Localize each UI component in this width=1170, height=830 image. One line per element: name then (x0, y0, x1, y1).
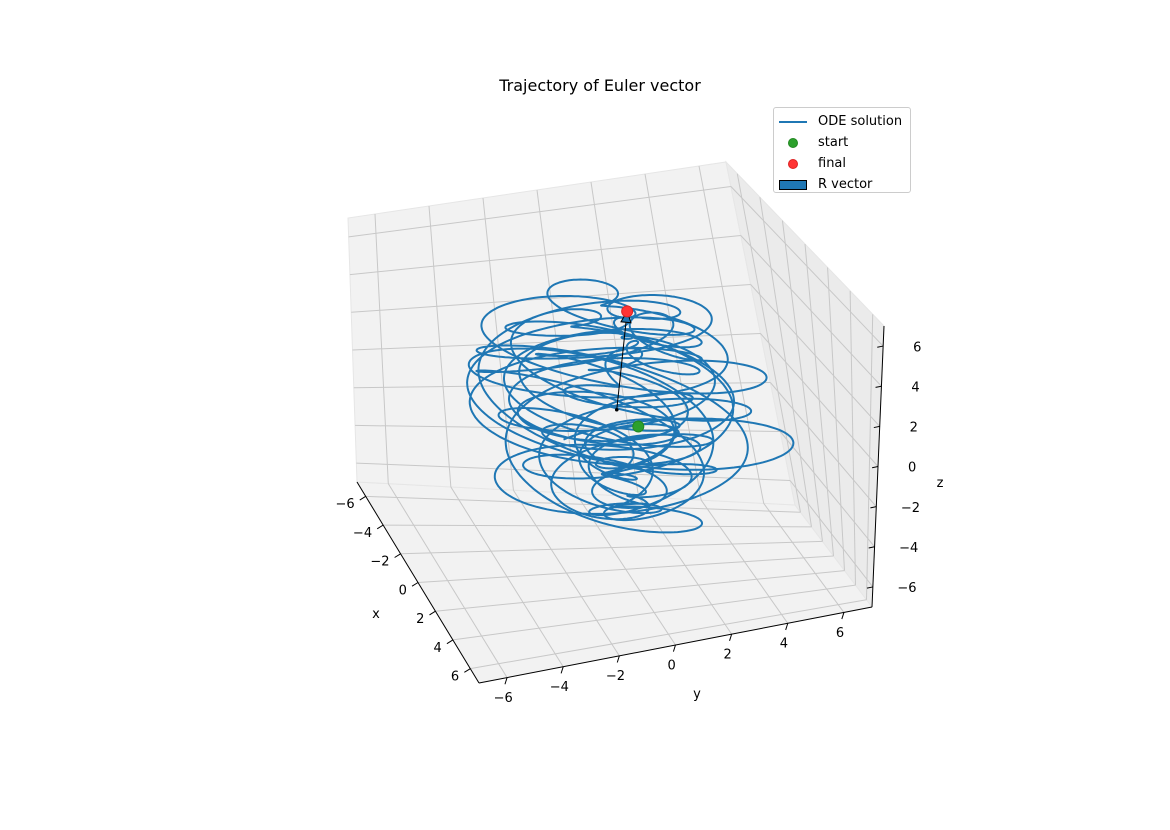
y-tick-mark (504, 677, 508, 685)
y-tick-label: 2 (724, 648, 732, 663)
z-tick-mark (873, 425, 880, 429)
grid-line-z-side (760, 333, 879, 467)
z-tick-label: −2 (901, 501, 920, 516)
grid-line-z-side (740, 235, 882, 387)
x-tick-mark (464, 668, 471, 673)
x-tick-label: 6 (451, 670, 459, 685)
y-axis-label: y (693, 687, 701, 702)
x-tick-label: −4 (353, 526, 372, 541)
y-tick-label: −4 (550, 680, 569, 695)
legend-item-start: start (774, 132, 910, 153)
r-vector-shaft (616, 311, 628, 410)
x-tick-mark (411, 582, 419, 587)
x-tick-label: −2 (370, 555, 389, 570)
x-tick-label: 4 (434, 641, 442, 656)
y-tick-label: 6 (836, 626, 844, 641)
legend-label: final (818, 156, 847, 171)
final-point (621, 305, 634, 318)
start-point (632, 420, 645, 433)
legend-label: start (818, 135, 849, 150)
y-tick-label: 0 (667, 658, 675, 673)
legend-label: R vector (818, 177, 873, 192)
x-tick-label: 0 (399, 583, 407, 598)
z-tick-label: 6 (913, 340, 921, 355)
z-tick-mark (877, 345, 884, 348)
grid-line-z-back (349, 235, 741, 276)
z-tick-label: 2 (910, 421, 918, 436)
grid-line-y-floor (513, 489, 620, 657)
y-tick-mark (785, 623, 789, 631)
y-tick-mark (729, 633, 733, 641)
grid-line-y-floor (575, 493, 676, 646)
z-tick-mark (875, 385, 882, 388)
z-tick-mark (868, 546, 875, 549)
legend-green-dot-swatch (779, 136, 809, 150)
trajectory-layer (466, 278, 795, 534)
grid-line-z-side (779, 431, 875, 548)
grid-line-y-floor (700, 499, 789, 624)
trajectory-line (466, 278, 795, 534)
chart-title: Trajectory of Euler vector (498, 76, 701, 95)
z-tick-mark (866, 586, 873, 589)
x-tick-mark (394, 553, 401, 558)
grid-line-y-floor (387, 483, 508, 678)
z-tick-label: 0 (908, 461, 916, 476)
tick-marks (359, 345, 884, 685)
y-tick-label: −6 (494, 691, 513, 706)
z-tick-label: −4 (899, 541, 918, 556)
grid-line-y-floor (638, 496, 733, 635)
y-tick-label: −2 (606, 669, 625, 684)
y-tick-mark (616, 655, 620, 663)
legend: ODE solution start final R vector (773, 107, 911, 193)
grid-line-y-floor (763, 503, 845, 613)
z-tick-label: 4 (911, 380, 919, 395)
x-tick-label: 2 (416, 612, 424, 627)
x-tick-mark (376, 524, 384, 530)
legend-item-ode-solution: ODE solution (774, 111, 910, 132)
grid-line-z-back (351, 284, 751, 313)
r-vector-origin (614, 407, 619, 412)
grid-line-z-back (348, 186, 731, 238)
y-tick-mark (560, 666, 564, 674)
grid-line-z-back (356, 462, 791, 481)
grid-line-y-floor (450, 486, 564, 667)
grid-line-z-side (730, 186, 884, 347)
x-axis-label: x (372, 607, 380, 622)
legend-label: ODE solution (818, 114, 903, 129)
z-axis-label: z (937, 476, 944, 491)
grid-line-z-side (789, 480, 874, 588)
legend-red-dot-swatch (779, 157, 809, 171)
legend-item-r-vector: R vector (774, 174, 910, 195)
legend-item-final: final (774, 153, 910, 174)
grid-line-z-back (353, 382, 771, 389)
markers-layer (614, 305, 645, 433)
z-tick-mark (870, 506, 877, 509)
grid-line-z-side (750, 284, 881, 427)
y-tick-mark (841, 612, 845, 620)
legend-line-swatch (779, 115, 809, 129)
y-tick-label: 4 (780, 637, 788, 652)
z-tick-mark (872, 466, 879, 469)
x-tick-mark (446, 639, 454, 645)
x-tick-mark (359, 495, 366, 501)
grid-line-z-side (769, 382, 877, 507)
z-tick-label: −6 (897, 581, 916, 596)
legend-patch-swatch (779, 178, 809, 192)
x-tick-mark (429, 610, 436, 616)
x-tick-label: −6 (336, 497, 355, 512)
y-tick-mark (672, 644, 676, 652)
